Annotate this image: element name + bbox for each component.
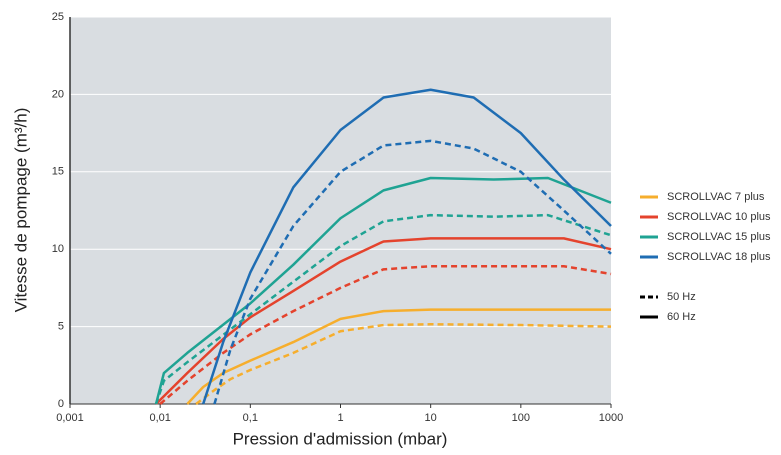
x-tick-label: 10 [425,412,437,424]
series-line [213,139,612,405]
x-tick-label: 100 [512,412,530,424]
series-line [154,176,612,405]
series-line [195,323,612,405]
x-tick-label: 1000 [599,412,623,424]
x-tick-label: 0,1 [243,412,258,424]
series-line [186,308,611,405]
y-tick-label: 25 [52,11,64,23]
legend-label: SCROLLVAC 18 plus [667,251,771,263]
y-tick-label: 10 [52,243,64,255]
y-tick-label: 15 [52,166,64,178]
x-tick-label: 0,01 [149,412,170,424]
y-tick-label: 0 [58,398,64,410]
series-line [154,213,612,405]
series-line [159,264,612,405]
legend-label: 60 Hz [667,311,696,323]
x-axis-title: Pression d'admission (mbar) [233,429,448,448]
y-tick-label: 20 [52,88,64,100]
legend-label: SCROLLVAC 7 plus [667,191,765,203]
x-tick-label: 1 [337,412,343,424]
series-line [155,237,612,405]
legend-label: SCROLLVAC 10 plus [667,211,771,223]
series-line [201,88,612,405]
legend-label: SCROLLVAC 15 plus [667,231,771,243]
legend-label: 50 Hz [667,291,696,303]
x-tick-label: 0,001 [56,412,84,424]
y-tick-label: 5 [58,321,64,333]
plot-area [70,17,611,404]
y-axis-title: Vitesse de pompage (m³/h) [11,108,30,313]
